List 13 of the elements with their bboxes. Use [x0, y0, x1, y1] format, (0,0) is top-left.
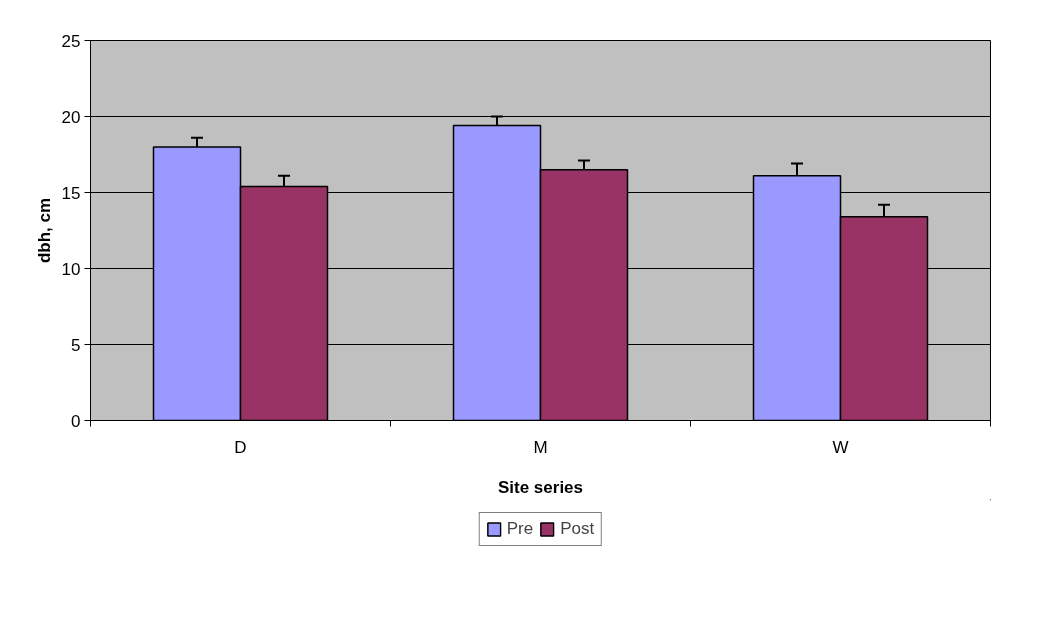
y-tick-label: 0: [71, 411, 81, 431]
x-tick-label: D: [234, 437, 247, 457]
x-tick-label: W: [832, 437, 849, 457]
y-axis-title: dbh, cm: [34, 197, 54, 264]
y-tick-label: 25: [61, 31, 81, 51]
legend-label: Pre: [506, 519, 534, 539]
y-tick-label: 15: [61, 183, 81, 203]
x-axis-title: Site series: [497, 477, 584, 497]
y-tick-label: 5: [71, 335, 81, 355]
y-tick-label: 20: [61, 107, 81, 127]
y-tick-label: 10: [61, 259, 81, 279]
legend-label: Post: [560, 519, 595, 539]
x-tick-label: M: [533, 437, 548, 457]
